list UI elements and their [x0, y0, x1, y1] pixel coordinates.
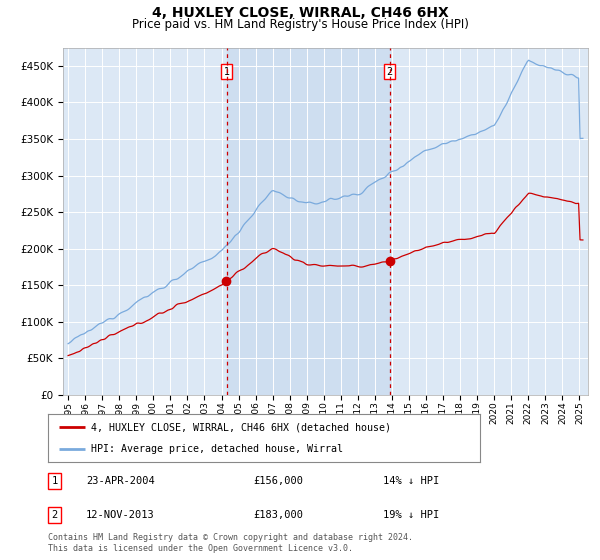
Text: Contains HM Land Registry data © Crown copyright and database right 2024.
This d: Contains HM Land Registry data © Crown c…: [48, 533, 413, 553]
Text: 1: 1: [224, 67, 230, 77]
Text: 2: 2: [52, 510, 58, 520]
Bar: [227, 48, 390, 395]
Text: HPI: Average price, detached house, Wirral: HPI: Average price, detached house, Wirr…: [91, 444, 343, 454]
Text: 4, HUXLEY CLOSE, WIRRAL, CH46 6HX (detached house): 4, HUXLEY CLOSE, WIRRAL, CH46 6HX (detac…: [91, 422, 391, 432]
Text: 14% ↓ HPI: 14% ↓ HPI: [383, 476, 439, 486]
Text: 4, HUXLEY CLOSE, WIRRAL, CH46 6HX: 4, HUXLEY CLOSE, WIRRAL, CH46 6HX: [152, 6, 448, 20]
Text: 12-NOV-2013: 12-NOV-2013: [86, 510, 155, 520]
Text: 1: 1: [52, 476, 58, 486]
Text: £183,000: £183,000: [253, 510, 303, 520]
Text: Price paid vs. HM Land Registry's House Price Index (HPI): Price paid vs. HM Land Registry's House …: [131, 18, 469, 31]
Text: 2: 2: [386, 67, 393, 77]
Text: £156,000: £156,000: [253, 476, 303, 486]
Text: 19% ↓ HPI: 19% ↓ HPI: [383, 510, 439, 520]
Text: 23-APR-2004: 23-APR-2004: [86, 476, 155, 486]
